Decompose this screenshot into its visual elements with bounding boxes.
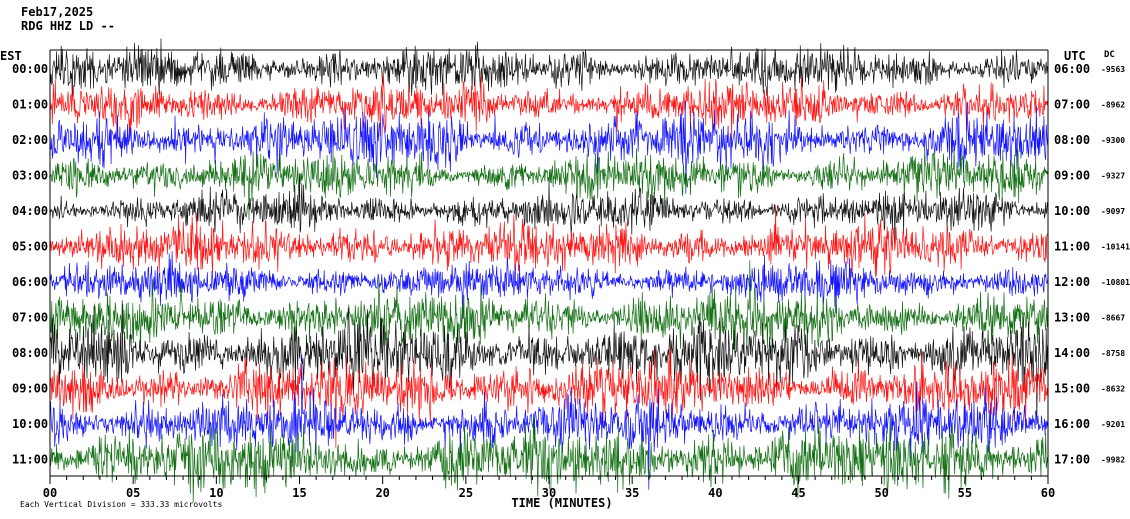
- utc-row-label: 14:00: [1054, 346, 1090, 360]
- dc-row-label: -9097: [1101, 207, 1125, 216]
- est-row-label: 00:00: [12, 62, 48, 76]
- dc-row-label: -8962: [1101, 101, 1125, 110]
- dc-row-label: -9201: [1101, 420, 1125, 429]
- dc-header: DC: [1104, 50, 1115, 60]
- dc-row-label: -9300: [1101, 136, 1125, 145]
- est-row-label: 08:00: [12, 346, 48, 360]
- trace-row-4: [49, 173, 1049, 244]
- plot-frame: [49, 49, 1049, 484]
- dc-row-label: -8667: [1101, 314, 1125, 323]
- trace-row-5: [49, 204, 1049, 283]
- x-tick-label: 15: [292, 486, 306, 500]
- x-tick-label: 45: [791, 486, 805, 500]
- trace-row-0: [49, 38, 1049, 102]
- x-tick-label: 05: [126, 486, 140, 500]
- utc-row-label: 08:00: [1054, 133, 1090, 147]
- dc-row-label: -8758: [1101, 349, 1125, 358]
- utc-row-label: 16:00: [1054, 417, 1090, 431]
- est-row-label: 09:00: [12, 382, 48, 396]
- trace-row-9: [49, 346, 1049, 449]
- label-layer: 00 05 10 15 20 25 30 35 40 45 50 55 60 TIME (MINUTES)…: [0, 49, 1130, 510]
- est-header: EST: [0, 49, 22, 63]
- trace-row-10: [49, 354, 1049, 490]
- est-row-label: 02:00: [12, 133, 48, 147]
- chart-title: Feb17,2025: [21, 5, 94, 19]
- est-row-label: 04:00: [12, 204, 48, 218]
- utc-row-label: 17:00: [1054, 453, 1090, 467]
- est-row-label: 10:00: [12, 417, 48, 431]
- dc-row-label: -10141: [1101, 243, 1130, 252]
- trace-row-7: [49, 260, 1049, 357]
- utc-row-label: 07:00: [1054, 98, 1090, 112]
- dc-row-label: -9563: [1101, 65, 1125, 74]
- utc-row-label: 12:00: [1054, 275, 1090, 289]
- dc-row-label: -9327: [1101, 172, 1125, 181]
- utc-row-label: 09:00: [1054, 169, 1090, 183]
- x-tick-label: 10: [209, 486, 223, 500]
- x-tick-label: 60: [1041, 486, 1055, 500]
- est-row-label: 11:00: [12, 453, 48, 467]
- trace-row-1: [49, 73, 1049, 141]
- x-tick-label: 00: [43, 486, 57, 500]
- utc-row-label: 06:00: [1054, 62, 1090, 76]
- x-tick-label: 20: [375, 486, 389, 500]
- x-tick-label: 35: [625, 486, 639, 500]
- trace-row-2: [49, 100, 1049, 194]
- x-tick-label: 25: [459, 486, 473, 500]
- dc-row-label: -9982: [1101, 456, 1125, 465]
- chart-subtitle: RDG HHZ LD --: [21, 19, 115, 33]
- est-row-label: 06:00: [12, 275, 48, 289]
- utc-row-label: 15:00: [1054, 382, 1090, 396]
- est-row-label: 07:00: [12, 311, 48, 325]
- utc-row-label: 11:00: [1054, 240, 1090, 254]
- est-row-label: 03:00: [12, 169, 48, 183]
- x-tick-label: 50: [874, 486, 888, 500]
- trace-row-11: [49, 415, 1049, 503]
- dc-row-label: -10801: [1101, 278, 1130, 287]
- est-row-label: 05:00: [12, 240, 48, 254]
- trace-layer: [49, 38, 1049, 503]
- est-row-label: 01:00: [12, 98, 48, 112]
- utc-header: UTC: [1064, 49, 1086, 63]
- footer-note: Each Vertical Division = 333.33 microvol…: [20, 500, 223, 509]
- x-tick-label: 55: [958, 486, 972, 500]
- x-axis-label: TIME (MINUTES): [511, 496, 612, 510]
- x-tick-label: 30: [542, 486, 556, 500]
- x-tick-label: 40: [708, 486, 722, 500]
- utc-row-label: 13:00: [1054, 311, 1090, 325]
- trace-row-8: [49, 300, 1049, 425]
- utc-row-label: 10:00: [1054, 204, 1090, 218]
- trace-row-6: [49, 251, 1049, 319]
- dc-row-label: -8632: [1101, 385, 1125, 394]
